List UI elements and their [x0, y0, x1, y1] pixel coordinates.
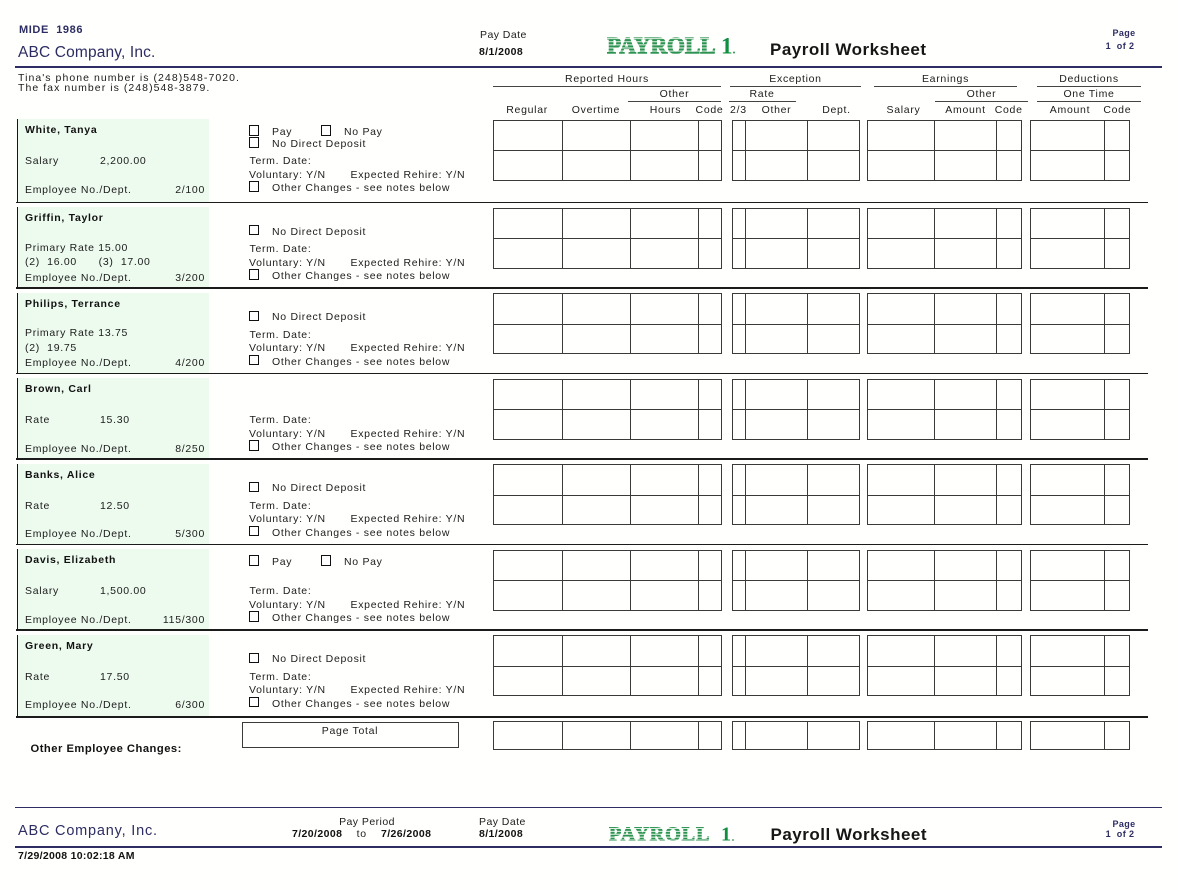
svg-text:PAYROLL: PAYROLL: [609, 826, 710, 846]
svg-text:PAYROLL: PAYROLL: [607, 36, 716, 59]
svg-text:1: 1: [721, 36, 733, 59]
svg-text:1: 1: [721, 826, 731, 846]
